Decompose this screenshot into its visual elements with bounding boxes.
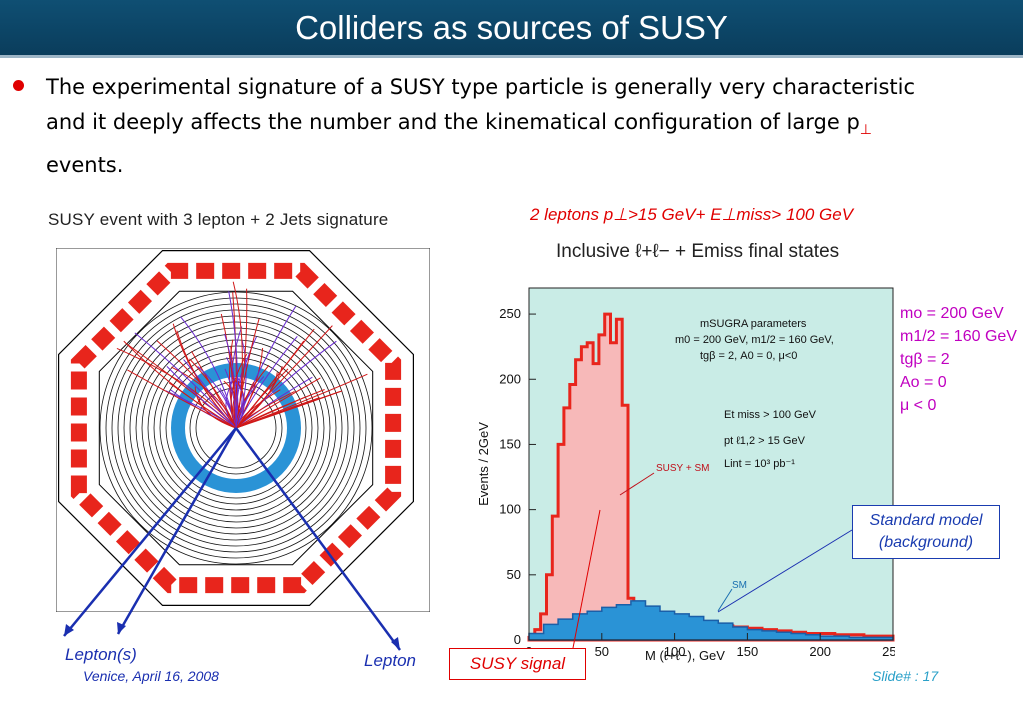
inset-cut2: pt ℓ1,2 > 15 GeV <box>724 435 806 447</box>
sm-box-line2: (background) <box>878 534 974 551</box>
event-track <box>235 390 343 429</box>
x-tick-label: 50 <box>595 644 609 659</box>
event-track <box>232 379 245 429</box>
slide-title: Colliders as sources of SUSY <box>295 8 728 46</box>
x-tick-label: 200 <box>809 644 831 659</box>
bullet-text-main: The experimental signature of a SUSY typ… <box>46 75 916 134</box>
mass-distribution-chart: 050100150200250050100150200250 mSUGRA pa… <box>476 287 895 663</box>
x-tick-label: 150 <box>737 644 759 659</box>
cut-label: 2 leptons p⊥>15 GeV+ E⊥miss> 100 GeV <box>530 205 854 224</box>
plot-title: Inclusive ℓ+ℓ− + Emiss final states <box>556 241 840 262</box>
calorimeter-ring <box>135 327 337 529</box>
event-track <box>228 291 238 429</box>
y-axis-label: Events / 2GeV <box>476 422 491 506</box>
model-params: mo = 200 GeV m1/2 = 160 GeV tgβ = 2 Ao =… <box>900 302 1017 417</box>
y-tick-label: 200 <box>499 371 521 386</box>
y-tick-label: 50 <box>507 567 521 582</box>
event-track <box>235 325 333 429</box>
series-sm-area <box>528 600 894 641</box>
inset-cut3: Lint = 10³ pb⁻¹ <box>724 458 795 470</box>
calorimeter-ring <box>117 309 355 547</box>
detector-event-display <box>56 248 430 612</box>
event-track <box>134 332 237 429</box>
footer-date: Venice, April 16, 2008 <box>83 668 219 684</box>
event-track <box>127 369 237 429</box>
event-track <box>230 353 248 429</box>
inset-sm-label: SM <box>732 580 747 591</box>
event-track <box>235 389 325 429</box>
detector-mid-octagon <box>98 290 374 566</box>
calorimeter-ring <box>105 297 367 559</box>
event-track <box>235 328 315 429</box>
standard-model-box: Standard model (background) <box>852 505 1000 559</box>
param-m-half: m1/2 = 160 GeV <box>900 328 1017 345</box>
param-m0: mo = 200 GeV <box>900 305 1004 322</box>
susy-signal-box: SUSY signal <box>449 648 586 680</box>
inset-params-line1: m0 = 200 GeV, m1/2 = 160 GeV, <box>675 334 834 346</box>
inset-params-header: mSUGRA parameters <box>700 318 807 330</box>
inset-params-line2: tgβ = 2, A0 = 0, μ<0 <box>700 350 797 362</box>
event-track <box>235 318 260 429</box>
event-track <box>235 305 297 429</box>
calorimeter-ring <box>147 339 325 517</box>
event-track <box>224 368 237 429</box>
bullet-text-end: events. <box>46 153 124 178</box>
plot-frame <box>528 287 894 641</box>
detector-rings <box>57 249 414 606</box>
param-mu: μ < 0 <box>900 397 937 414</box>
lepton-right-label: Lepton <box>364 651 416 670</box>
bullet-dot-icon <box>13 80 24 91</box>
event-track <box>156 340 237 429</box>
x-tick-label: 250 <box>882 644 895 659</box>
y-tick-label: 100 <box>499 502 521 517</box>
y-tick-label: 150 <box>499 436 521 451</box>
param-a0: Ao = 0 <box>900 374 947 391</box>
event-track <box>189 358 237 429</box>
event-track <box>235 377 321 429</box>
inset-susy-label: SUSY + SM <box>656 463 709 474</box>
x-tick-label: 100 <box>664 644 686 659</box>
calorimeter-ring <box>129 321 343 535</box>
event-track <box>191 350 237 429</box>
event-track <box>235 376 265 429</box>
calorimeter-ring <box>141 333 331 523</box>
lepton-left-label: Lepton(s) <box>65 645 137 664</box>
y-tick-label: 0 <box>514 632 521 647</box>
calorimeter-ring <box>111 303 361 553</box>
event-track <box>168 382 237 429</box>
muon-chambers <box>70 262 402 594</box>
event-track <box>198 398 237 429</box>
event-track <box>219 387 237 429</box>
inset-cut1: Et miss > 100 GeV <box>724 409 817 421</box>
x-axis-label: M (ℓ+ℓ−), GeV <box>645 648 725 663</box>
param-tgbeta: tgβ = 2 <box>900 351 950 368</box>
event-tracks <box>116 281 368 429</box>
detector-figure-title: SUSY event with 3 lepton + 2 Jets signat… <box>48 210 389 229</box>
bullet-subscript: ⊥ <box>859 122 872 139</box>
event-track <box>166 366 237 429</box>
footer-slide-number: Slide# : 17 <box>872 668 939 684</box>
calorimeter-ring <box>123 315 349 541</box>
title-bar: Colliders as sources of SUSY <box>0 0 1023 58</box>
y-tick-label: 250 <box>499 306 521 321</box>
sm-box-line1: Standard model <box>869 512 983 529</box>
bullet-text: The experimental signature of a SUSY typ… <box>46 70 946 183</box>
detector-outer-octagon <box>57 249 414 606</box>
